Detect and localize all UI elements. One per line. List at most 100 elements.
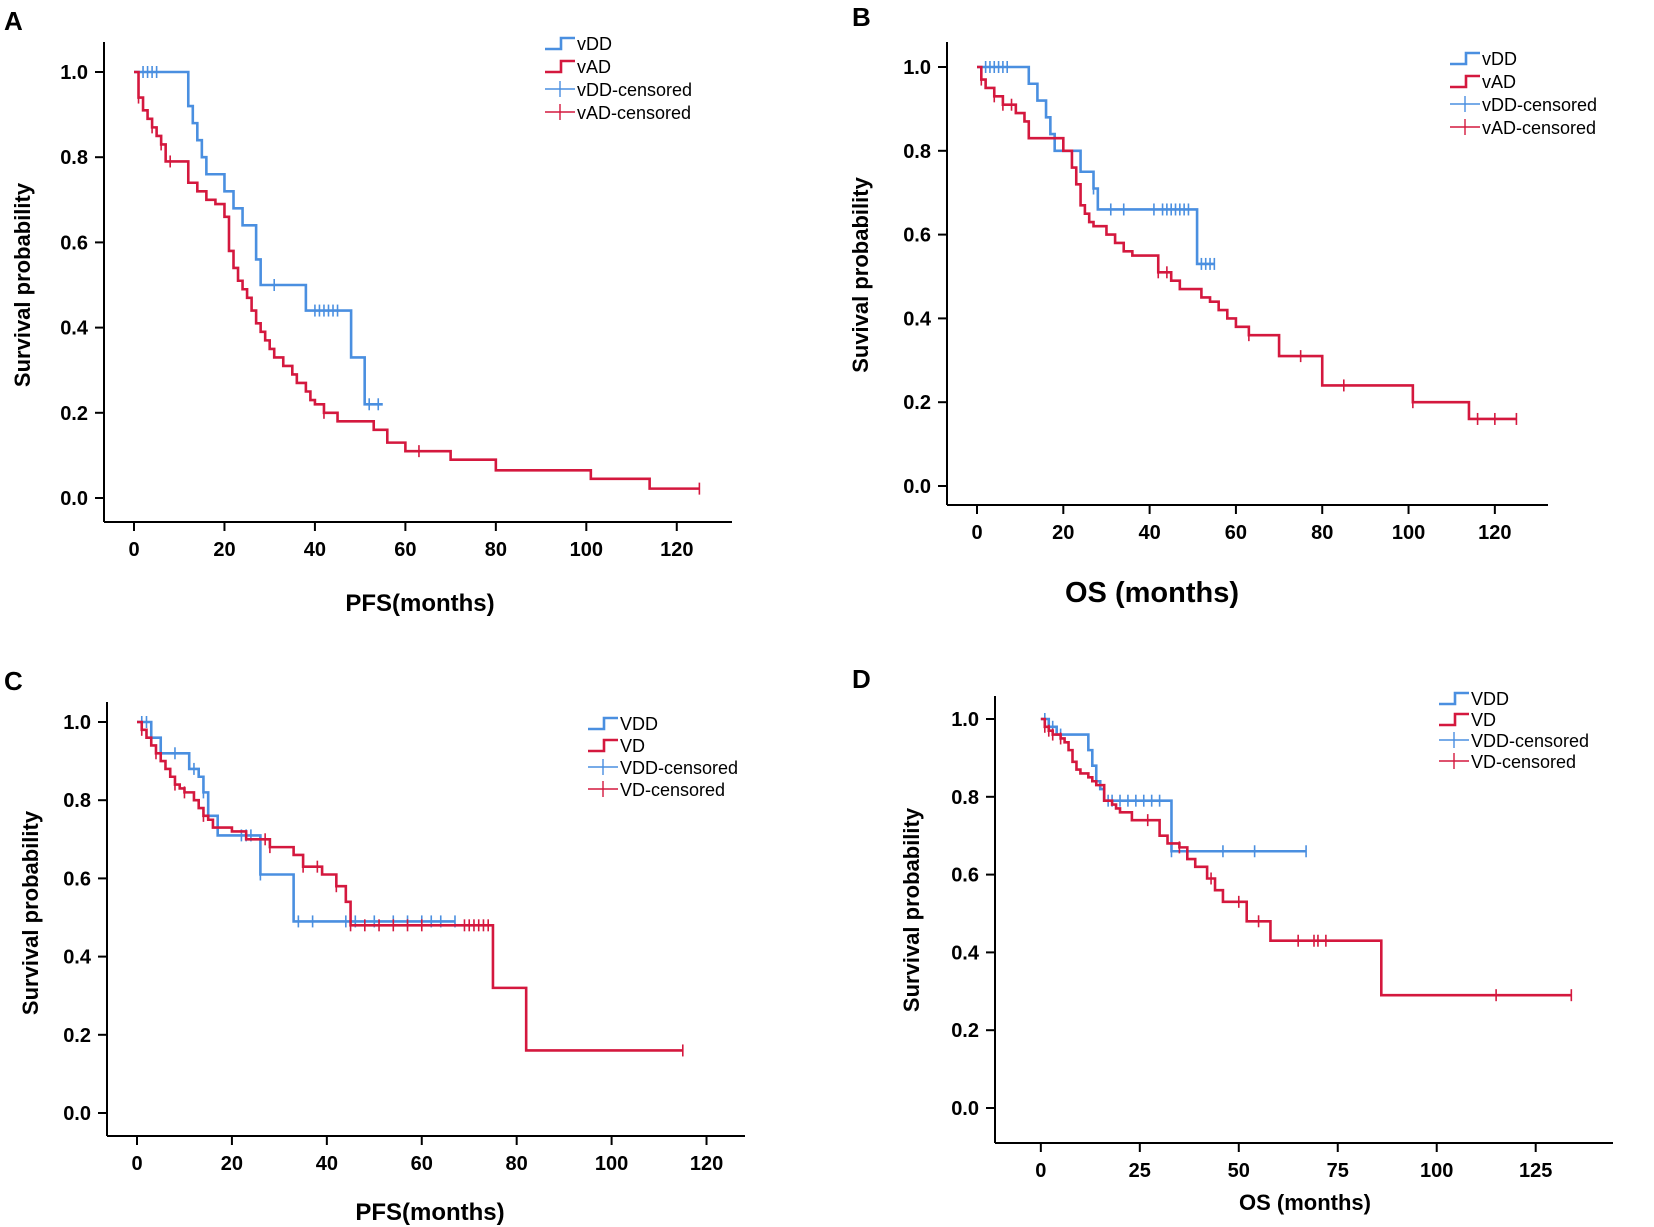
x-tick-label: 0 [128, 539, 139, 561]
x-tick-label: 80 [1311, 522, 1333, 544]
series-line-vd [1040, 717, 1572, 997]
y-tick-label: 1.0 [63, 712, 91, 734]
x-tick-label: 120 [690, 1153, 723, 1175]
y-axis-title: Survival probability [899, 807, 924, 1012]
x-tick-label: 75 [1327, 1160, 1349, 1182]
y-tick-label: 0.0 [951, 1098, 979, 1120]
chart-panel-a: A 0.0 0.2 0.4 0.6 0.8 1.0 0 20 40 60 80 100 120 PFS(mo… [4, 6, 732, 617]
panel-letter: B [852, 2, 871, 32]
legend-swatch-step [588, 738, 618, 753]
y-tick-label: 0.6 [951, 865, 979, 887]
panel-letter: A [4, 6, 23, 36]
chart-panel-d: D 0.0 0.2 0.4 0.6 0.8 1.0 0 25 50 75 100 125 OS (mont… [852, 664, 1613, 1215]
x-axis-title: OS (months) [1239, 1190, 1371, 1215]
y-tick-label: 0.2 [903, 392, 931, 414]
chart-panel-c: C 0.0 0.2 0.4 0.6 0.8 1.0 0 20 40 60 80 100 120 PFS(mo… [4, 666, 745, 1226]
y-tick-label: 0.4 [951, 942, 980, 964]
x-tick-label: 60 [394, 539, 416, 561]
legend-label: vDD [577, 34, 612, 54]
y-axis-title: Survival probability [10, 182, 35, 387]
series-line-vdd [977, 65, 1215, 266]
y-tick-label: 0.8 [63, 790, 91, 812]
x-tick-label: 20 [1052, 522, 1074, 544]
y-tick-label: 0.8 [60, 147, 88, 169]
legend-swatch-step [1450, 74, 1480, 89]
panel-letter: D [852, 664, 871, 694]
legend-label: VD-censored [1471, 752, 1576, 772]
x-tick-label: 40 [316, 1153, 338, 1175]
y-tick-label: 0.8 [951, 787, 979, 809]
x-tick-label: 100 [1420, 1160, 1453, 1182]
x-tick-label: 120 [660, 539, 693, 561]
y-tick-label: 1.0 [951, 709, 979, 731]
legend-swatch-step [545, 59, 575, 74]
y-axis-title: Suvival probability [848, 176, 873, 372]
legend-swatch-step [545, 36, 575, 51]
legend-label: vDD [1482, 49, 1517, 69]
x-tick-label: 100 [570, 539, 603, 561]
y-tick-label: 0.6 [63, 868, 91, 890]
legend-label: vAD-censored [1482, 118, 1596, 138]
x-tick-label: 0 [131, 1153, 142, 1175]
series-line-vad [134, 70, 700, 490]
x-axis-title: PFS(months) [345, 590, 494, 617]
x-tick-label: 25 [1129, 1160, 1151, 1182]
legend-label: VD [1471, 710, 1496, 730]
chart-panel-b: B 0.0 0.2 0.4 0.6 0.8 1.0 0 20 40 60 80 100 120 OS (mo… [848, 2, 1597, 609]
legend-swatch-step [1439, 712, 1469, 727]
x-tick-label: 80 [506, 1153, 528, 1175]
y-axis-title: Survival probability [18, 810, 43, 1015]
y-tick-label: 0.2 [63, 1025, 91, 1047]
y-tick-label: 0.0 [903, 476, 931, 498]
legend-label: VDD [1471, 689, 1509, 709]
legend-label: vAD [577, 57, 611, 77]
y-tick-label: 0.0 [60, 488, 88, 510]
legend-swatch-step [1450, 51, 1480, 66]
x-tick-label: 100 [595, 1153, 628, 1175]
y-tick-label: 0.8 [903, 141, 931, 163]
legend-label: vAD-censored [577, 103, 691, 123]
legend-label: vAD [1482, 72, 1516, 92]
series-line-vad [977, 65, 1517, 421]
x-tick-label: 20 [221, 1153, 243, 1175]
legend-swatch-step [588, 716, 618, 731]
y-tick-label: 0.4 [903, 308, 932, 330]
legend-label: vDD-censored [1482, 95, 1597, 115]
x-tick-label: 40 [304, 539, 326, 561]
legend-label: VD-censored [620, 780, 725, 800]
series-line-vdd [137, 720, 455, 923]
x-tick-label: 60 [1225, 522, 1247, 544]
x-tick-label: 0 [1035, 1160, 1046, 1182]
x-tick-label: 125 [1519, 1160, 1552, 1182]
y-tick-label: 0.2 [60, 403, 88, 425]
y-tick-label: 0.6 [60, 232, 88, 254]
x-tick-label: 50 [1228, 1160, 1250, 1182]
series-line-vdd [1040, 717, 1307, 853]
y-tick-label: 0.6 [903, 225, 931, 247]
legend-label: vDD-censored [577, 80, 692, 100]
y-tick-label: 0.4 [60, 318, 89, 340]
x-tick-label: 80 [485, 539, 507, 561]
series-line-vd [137, 720, 683, 1052]
legend-label: VDD-censored [620, 758, 738, 778]
x-tick-label: 60 [411, 1153, 433, 1175]
y-tick-label: 0.0 [63, 1103, 91, 1125]
x-axis-title: OS (months) [1065, 577, 1239, 609]
x-tick-label: 40 [1138, 522, 1160, 544]
legend-label: VDD-censored [1471, 731, 1589, 751]
legend-label: VD [620, 736, 645, 756]
y-tick-label: 0.2 [951, 1020, 979, 1042]
y-tick-label: 1.0 [60, 62, 88, 84]
y-tick-label: 0.4 [63, 947, 92, 969]
x-tick-label: 100 [1392, 522, 1425, 544]
legend-swatch-step [1439, 691, 1469, 706]
legend-label: VDD [620, 714, 658, 734]
x-tick-label: 120 [1478, 522, 1511, 544]
x-axis-title: PFS(months) [355, 1199, 504, 1226]
series-line-vdd [134, 70, 383, 406]
x-tick-label: 20 [213, 539, 235, 561]
panel-letter: C [4, 666, 23, 696]
x-tick-label: 0 [971, 522, 982, 544]
y-tick-label: 1.0 [903, 57, 931, 79]
